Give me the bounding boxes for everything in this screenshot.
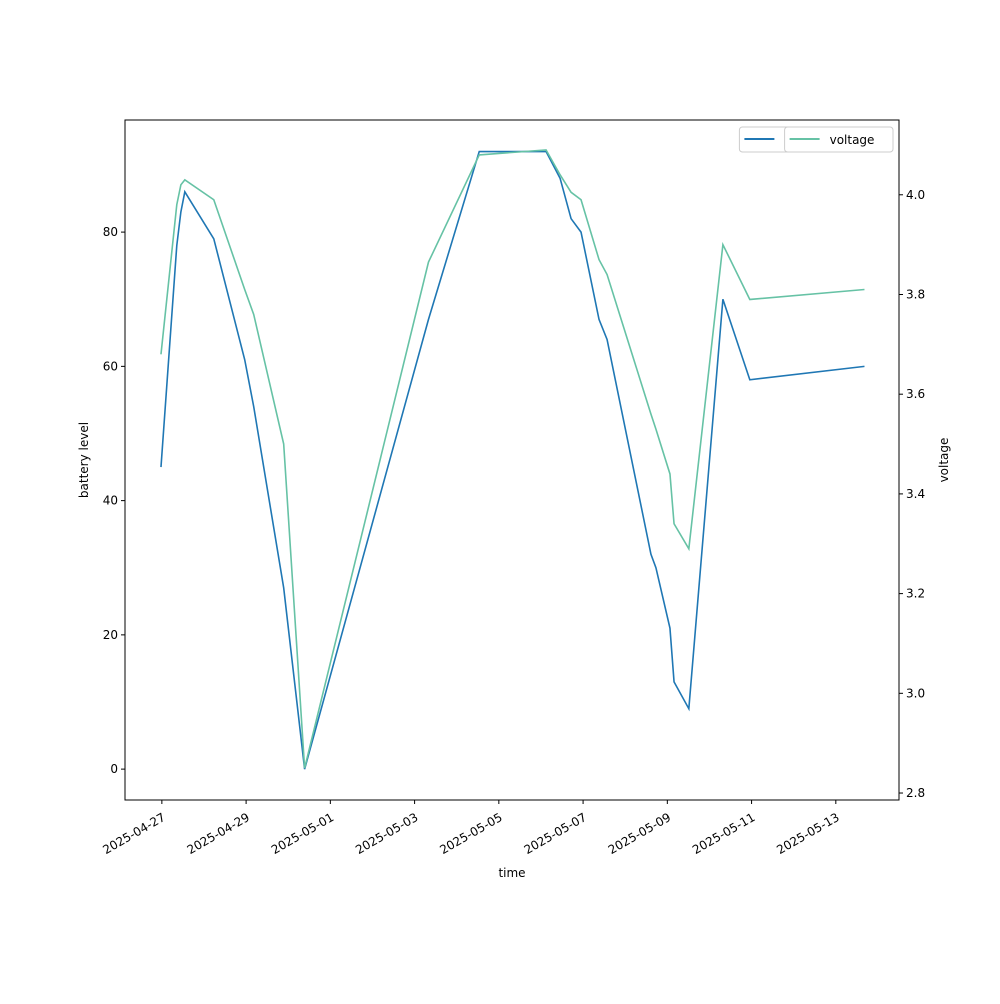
x-tick-label: 2025-05-03 bbox=[353, 810, 420, 857]
x-tick-label: 2025-05-09 bbox=[606, 810, 673, 857]
y2-tick-label: 4.0 bbox=[906, 188, 925, 202]
x-tick-label: 2025-05-11 bbox=[690, 810, 757, 857]
x-tick-label: 2025-04-27 bbox=[100, 810, 167, 857]
plot-frame bbox=[124, 119, 900, 801]
y-tick-label: 80 bbox=[103, 225, 118, 239]
series-line bbox=[160, 150, 865, 770]
x-tick-label: 2025-05-01 bbox=[269, 810, 336, 857]
y-tick-label: 40 bbox=[103, 494, 118, 508]
x-tick-label: 2025-05-05 bbox=[437, 810, 504, 857]
x-tick-label: 2025-04-29 bbox=[185, 810, 252, 857]
y2-tick-label: 3.2 bbox=[906, 587, 925, 601]
legend-label: voltage bbox=[830, 133, 875, 147]
y2-axis-label: voltage bbox=[937, 438, 951, 483]
y2-tick-label: 3.0 bbox=[906, 686, 925, 700]
y-tick-label: 0 bbox=[110, 762, 118, 776]
y-tick-label: 60 bbox=[103, 359, 118, 373]
y-tick-label: 20 bbox=[103, 628, 118, 642]
y-axis-label: battery level bbox=[77, 422, 91, 498]
y2-tick-label: 2.8 bbox=[906, 786, 925, 800]
x-tick-label: 2025-05-13 bbox=[774, 810, 841, 857]
legend: voltage bbox=[784, 126, 894, 153]
y2-tick-label: 3.6 bbox=[906, 387, 925, 401]
legend-box bbox=[784, 126, 894, 153]
y2-tick-label: 3.8 bbox=[906, 287, 925, 301]
x-axis-label: time bbox=[498, 866, 525, 880]
x-tick-label: 2025-05-07 bbox=[522, 810, 589, 857]
y2-tick-label: 3.4 bbox=[906, 487, 925, 501]
series-line bbox=[160, 149, 865, 769]
